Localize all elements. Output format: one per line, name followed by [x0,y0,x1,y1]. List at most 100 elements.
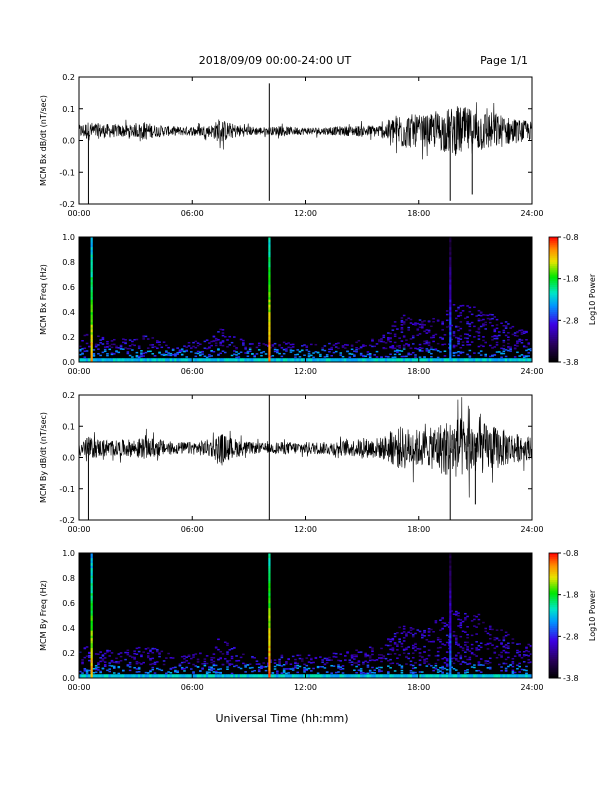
broadband-event-3 [449,645,452,649]
power-cell [310,662,313,664]
broadband-event-3 [449,553,452,556]
broadband-event-1 [90,279,93,283]
power-cell [445,624,449,627]
power-cell [409,629,413,632]
low-freq-band [430,674,433,678]
power-cell [233,665,236,668]
broadband-event-2 [268,653,271,656]
power-cell [436,350,440,352]
power-cell [212,657,216,659]
power-cell [357,661,361,663]
low-freq-band [242,674,245,678]
low-freq-band [189,674,193,678]
power-cell [479,325,483,328]
power-cell [94,668,98,671]
power-cell [516,643,519,645]
low-freq-band [264,358,268,362]
power-cell [174,353,177,355]
power-cell [276,350,279,353]
power-cell [133,652,136,655]
power-cell [237,352,241,355]
power-cell [153,672,157,674]
broadband-event-1 [90,344,93,348]
low-freq-band [427,674,431,678]
x-tick-label: 24:00 [520,209,543,218]
broadband-event-2 [268,342,271,345]
power-cell [421,347,424,350]
power-cell [473,325,476,328]
power-cell [439,638,442,641]
power-cell [380,666,383,669]
power-cell [402,628,406,630]
broadband-event-2 [268,623,271,626]
broadband-event-2 [268,585,271,589]
power-cell [85,669,89,671]
power-cell [264,344,268,346]
broadband-event-1 [90,352,93,355]
power-cell [83,656,87,659]
power-cell [409,338,413,340]
power-cell [79,345,82,348]
power-cell [477,332,481,334]
colorbar-segment [549,659,558,662]
colorbar-segment [549,245,558,248]
broadband-event-3 [449,570,452,574]
power-cell [518,654,521,656]
x-tick-label: 18:00 [407,525,430,534]
broadband-event-3 [449,603,452,606]
power-cell [407,652,410,655]
power-cell [294,661,297,664]
power-cell [520,329,524,331]
broadband-event-3 [449,673,452,676]
power-cell [149,669,152,672]
colorbar-segment [549,318,558,321]
power-cell [405,634,408,636]
low-freq-band [393,358,397,362]
power-cell [296,664,300,667]
power-cell [244,346,247,349]
power-cell [391,346,395,348]
broadband-event-2 [268,359,271,363]
broadband-event-3 [449,583,452,586]
broadband-event-3 [449,575,452,579]
broadband-event-2 [268,304,271,308]
power-cell [475,615,478,618]
broadband-event-1 [90,269,93,273]
power-cell [266,345,270,347]
power-cell [495,344,499,346]
power-cell [396,657,399,659]
power-cell [208,668,211,671]
power-cell [423,662,426,664]
power-cell [330,354,333,357]
low-freq-band [325,674,329,678]
broadband-event-3 [449,342,452,345]
power-cell [452,345,456,348]
power-cell [482,336,485,338]
power-cell [459,305,463,307]
power-cell [479,664,483,666]
power-cell [445,665,449,667]
power-cell [405,635,408,637]
power-cell [160,346,164,349]
low-freq-band [520,358,524,362]
broadband-event-3 [449,565,452,569]
spectrogram-cells [79,304,533,362]
low-freq-band [445,674,449,678]
power-cell [407,326,410,329]
power-cell [518,338,521,341]
power-cell [235,351,238,353]
power-cell [520,657,524,659]
power-cell [248,667,252,669]
broadband-event-1 [90,304,93,308]
broadband-event-1 [90,628,93,631]
power-cell [153,647,157,650]
power-cell [201,668,204,670]
power-cell [305,668,309,670]
power-cell [382,347,386,349]
power-cell [83,334,87,337]
power-cell [94,345,98,348]
power-cell [212,671,216,673]
power-cell [445,651,449,653]
low-freq-band [289,358,293,362]
power-cell [373,345,377,348]
